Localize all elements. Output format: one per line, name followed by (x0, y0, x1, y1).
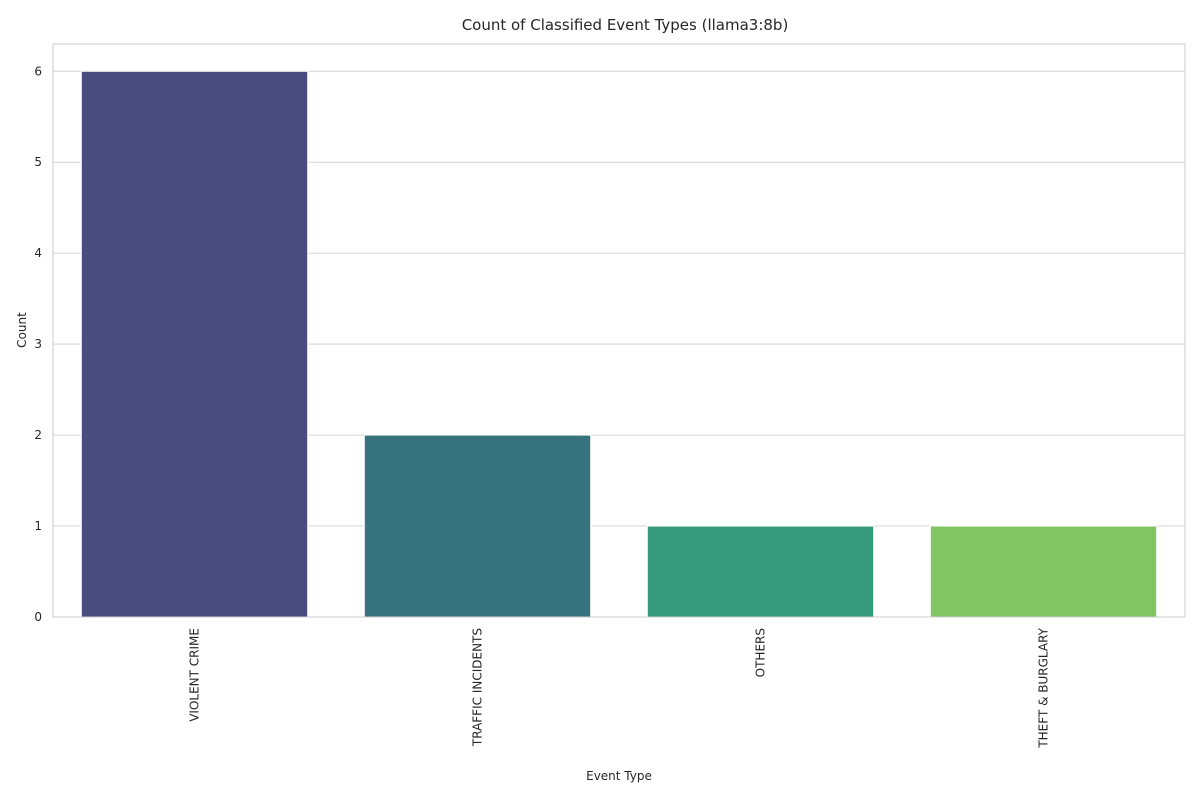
y-tick-label: 5 (34, 155, 42, 169)
plot-frame (52, 43, 1186, 618)
bars (80, 70, 1158, 618)
bar-traffic-incidents (363, 434, 592, 618)
bar-others (646, 525, 875, 618)
x-tick-label: TRAFFIC INCIDENTS (471, 628, 485, 747)
y-tick-label: 1 (34, 519, 42, 533)
y-axis-label: Count (15, 312, 29, 348)
bar-theft-burglary (929, 525, 1158, 618)
x-tick-label: VIOLENT CRIME (188, 628, 202, 722)
bar-violent-crime (80, 70, 309, 618)
x-tick-labels: VIOLENT CRIME TRAFFIC INCIDENTS OTHERS THEF… (188, 627, 1051, 748)
chart-title: Count of Classified Event Types (llama3:… (462, 16, 789, 34)
x-tick-label: OTHERS (754, 628, 768, 677)
x-tick-label: THEFT & BURGLARY (1037, 627, 1051, 748)
y-tick-label: 0 (34, 610, 42, 624)
y-tick-label: 3 (34, 337, 42, 351)
y-tick-label: 2 (34, 428, 42, 442)
y-tick-label: 4 (34, 246, 42, 260)
y-tick-labels: 0 1 2 3 4 5 6 (34, 64, 42, 624)
y-tick-label: 6 (34, 64, 42, 78)
x-axis-label: Event Type (586, 769, 652, 783)
